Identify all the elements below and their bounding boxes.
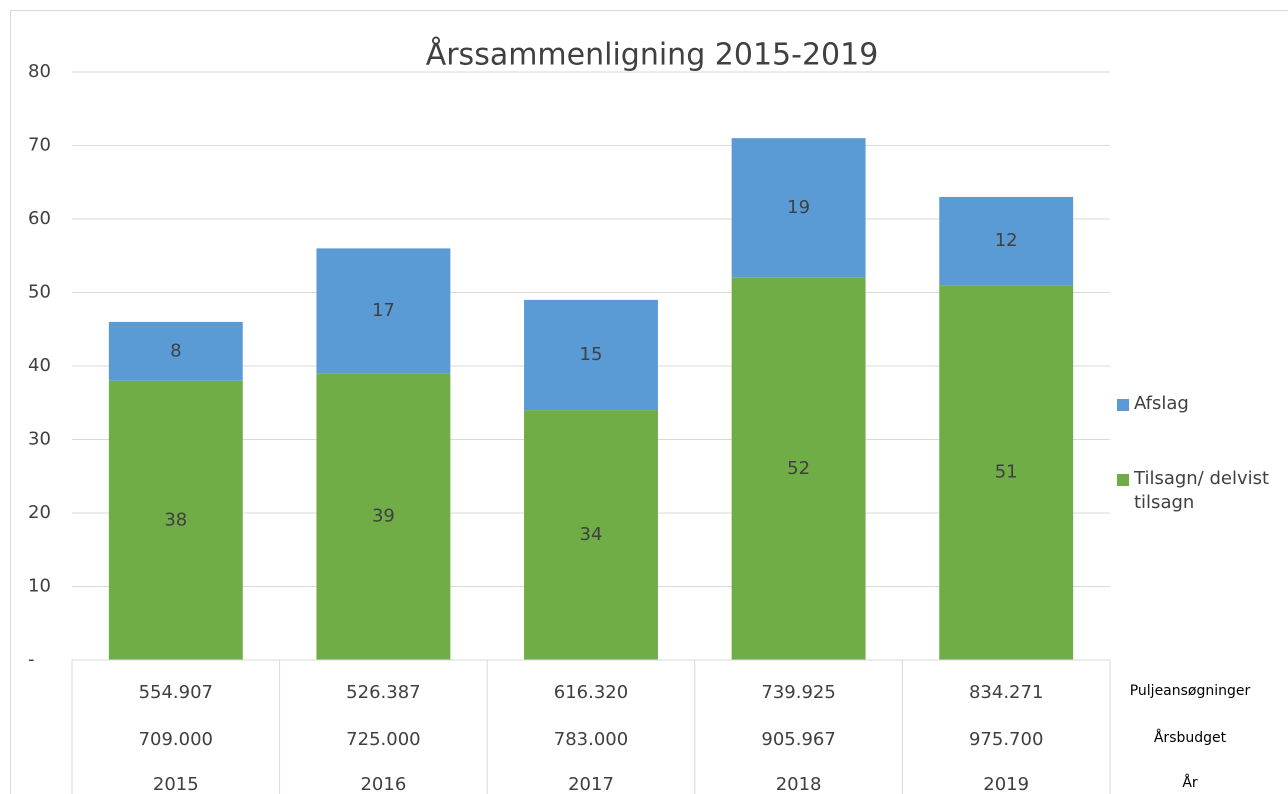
y-tick-label: 70 (28, 135, 51, 156)
table-cell: 975.700 (969, 729, 1043, 750)
y-tick-label: 80 (28, 61, 51, 82)
table-cell: 2015 (153, 774, 199, 794)
table-cell: 834.271 (969, 682, 1043, 703)
legend-swatch (1117, 474, 1129, 486)
table-cell: 616.320 (554, 682, 628, 703)
y-tick-label: 20 (28, 502, 51, 523)
table-cell: 739.925 (761, 682, 835, 703)
bar-segment (316, 248, 451, 374)
bar-segment (731, 277, 866, 660)
table-row-label: År (1182, 774, 1198, 791)
table-cell: 2019 (983, 774, 1029, 794)
bar-segment (108, 321, 243, 381)
table-cell: 783.000 (554, 729, 628, 750)
data-label: 15 (580, 344, 603, 365)
data-label: 17 (372, 300, 395, 321)
chart-title: Årssammenligning 2015-2019 (426, 37, 879, 73)
table-cell: 2016 (360, 774, 406, 794)
bar-segment (731, 138, 866, 278)
data-label: 34 (580, 524, 603, 545)
data-label: 51 (995, 462, 1018, 483)
y-tick-label: - (28, 649, 35, 670)
data-label: 12 (995, 230, 1018, 251)
table-cell: 2017 (568, 774, 614, 794)
y-tick-label: 30 (28, 429, 51, 450)
data-label: 19 (787, 197, 810, 218)
bar-segment (939, 285, 1074, 660)
y-tick-label: 40 (28, 355, 51, 376)
table-cell: 905.967 (761, 729, 835, 750)
table-cell: 709.000 (139, 729, 213, 750)
y-tick-label: 60 (28, 208, 51, 229)
bar-segment (524, 299, 658, 411)
table-cell: 554.907 (139, 682, 213, 703)
table-row-label: Årsbudget (1154, 729, 1227, 746)
y-tick-label: 50 (28, 282, 51, 303)
data-label: 39 (372, 506, 395, 527)
bar-segment (939, 196, 1074, 286)
table-cell: 526.387 (346, 682, 420, 703)
table-cell: 2018 (776, 774, 822, 794)
data-label: 8 (170, 340, 181, 361)
table-cell: 725.000 (346, 729, 420, 750)
data-label: 38 (164, 509, 187, 530)
chart-frame (10, 10, 1288, 794)
table-row-label: Puljeansøgninger (1130, 683, 1251, 699)
bar-segment (316, 373, 451, 660)
data-label: 52 (787, 458, 810, 479)
bar-segment (524, 410, 658, 660)
bar-segment (108, 380, 243, 660)
legend-label: Afslag (1134, 393, 1189, 414)
legend-label: Tilsagn/ delvist tilsagn (1134, 468, 1270, 513)
legend-swatch (1117, 399, 1129, 411)
y-tick-label: 10 (28, 576, 51, 597)
